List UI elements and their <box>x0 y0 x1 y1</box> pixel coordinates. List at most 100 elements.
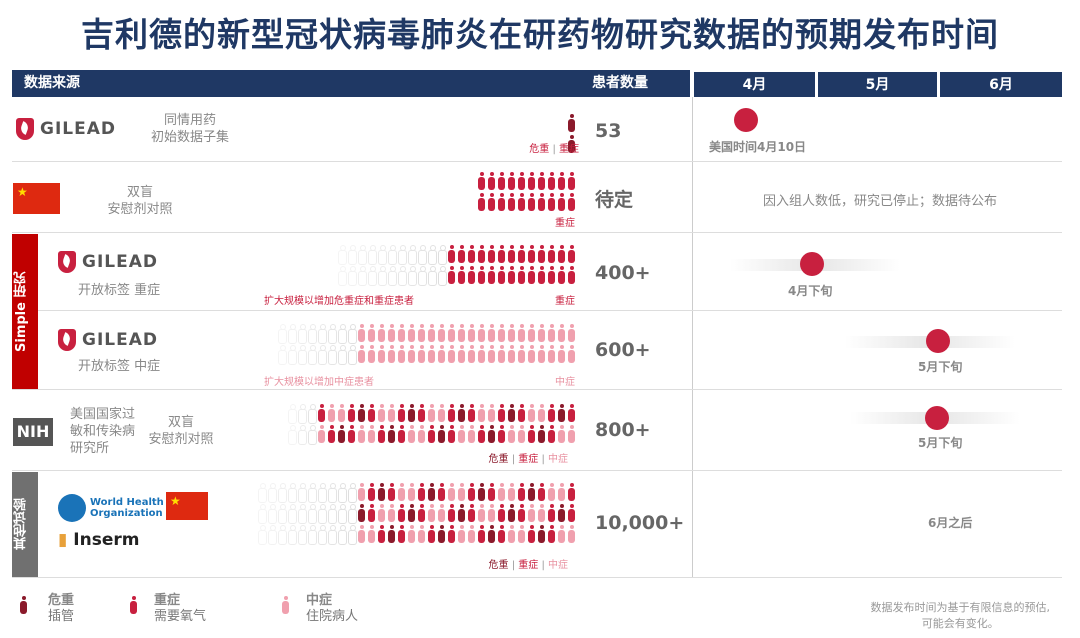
patient-icon <box>498 245 505 263</box>
legend-moderate: 中症 住院病人 <box>306 593 359 624</box>
patient-icon <box>278 504 287 524</box>
patient-icon <box>458 525 465 543</box>
patient-icon <box>418 525 425 543</box>
patient-icon <box>538 324 545 342</box>
patient-icon <box>568 324 575 342</box>
patient-icon <box>398 345 405 363</box>
patient-icon <box>538 504 545 522</box>
patient-icon <box>438 345 445 363</box>
patient-icon <box>378 266 387 286</box>
patient-icon <box>548 172 555 190</box>
patient-icon <box>518 425 525 443</box>
patient-icon <box>378 345 385 363</box>
patient-icon <box>278 483 287 503</box>
patient-icon <box>478 404 485 422</box>
patient-icon <box>428 404 435 422</box>
patient-icon <box>328 345 337 365</box>
org-name: 美国国家过 敏和传染病 研究所 <box>70 407 136 456</box>
timeline-label: 4月下旬 <box>788 284 833 298</box>
patient-icon <box>518 172 525 190</box>
row-description: 开放标签 中症 <box>78 359 161 374</box>
legend-severe-icon <box>130 596 137 614</box>
patient-icon <box>508 266 515 284</box>
patient-icon <box>548 324 555 342</box>
patient-icon <box>378 504 385 522</box>
patient-icon <box>548 245 555 263</box>
patient-icon <box>508 504 515 522</box>
patient-icon <box>488 345 495 363</box>
patient-icon <box>488 504 495 522</box>
patient-icon <box>548 425 555 443</box>
patient-icon <box>528 172 535 190</box>
patient-icon <box>458 324 465 342</box>
gilead-shield-icon <box>58 329 76 351</box>
patient-icon <box>508 245 515 263</box>
divider <box>12 389 1062 390</box>
patient-icon <box>468 245 475 263</box>
timeline-label: 5月下旬 <box>918 436 963 450</box>
patient-icon <box>438 266 447 286</box>
patient-icon <box>538 172 545 190</box>
patient-icon <box>528 345 535 363</box>
row-description: 开放标签 重症 <box>78 283 161 298</box>
patient-icon <box>368 525 375 543</box>
patient-icons <box>338 245 575 286</box>
gilead-shield-icon <box>58 251 76 273</box>
patient-icon <box>358 324 365 342</box>
patient-icon <box>428 324 435 342</box>
patient-icon <box>418 324 425 342</box>
patient-icon <box>258 504 267 524</box>
patient-icon <box>518 345 525 363</box>
patient-icon <box>358 266 367 286</box>
patient-icon <box>558 245 565 263</box>
patient-icon <box>348 345 357 365</box>
patient-icon <box>348 245 357 265</box>
divider <box>12 577 1062 578</box>
patient-icon <box>468 404 475 422</box>
patient-icon <box>338 266 347 286</box>
patient-icon <box>408 266 417 286</box>
patient-icon <box>558 172 565 190</box>
patient-icon <box>368 404 375 422</box>
timeline-dot <box>926 329 950 353</box>
patient-icon <box>528 324 535 342</box>
patient-icon <box>368 483 375 501</box>
patient-icon <box>558 345 565 363</box>
patient-icon <box>348 425 355 443</box>
patient-icon <box>428 245 437 265</box>
patient-icon <box>568 245 575 263</box>
patient-icon <box>308 345 317 365</box>
month-june: 6月 <box>940 72 1062 97</box>
patient-icon <box>398 324 405 342</box>
patient-icon <box>278 324 287 344</box>
patient-icon <box>488 324 495 342</box>
patient-icon <box>358 425 365 443</box>
patient-icon <box>478 245 485 263</box>
patient-icon <box>508 483 515 501</box>
divider <box>12 470 1062 471</box>
patient-icon <box>338 425 345 443</box>
patient-icon <box>478 425 485 443</box>
patient-icon <box>568 266 575 284</box>
patient-icon <box>498 172 505 190</box>
patient-icon <box>438 504 445 522</box>
patient-count: 待定 <box>595 189 634 211</box>
patient-icon <box>388 345 395 363</box>
legend-critical-icon <box>20 596 27 614</box>
patient-icon <box>528 425 535 443</box>
patient-icon <box>548 266 555 284</box>
patient-icon <box>518 504 525 522</box>
patient-icon <box>518 193 525 211</box>
patient-icon <box>298 425 307 445</box>
timeline-dot <box>925 406 949 430</box>
patient-icon <box>398 525 405 543</box>
patient-icon <box>318 525 327 545</box>
patient-icon <box>378 425 385 443</box>
patient-icon <box>528 525 535 543</box>
patient-icon <box>468 266 475 284</box>
patient-icon <box>328 425 335 443</box>
patient-icon <box>518 324 525 342</box>
gilead-logo: GILEAD <box>58 251 158 273</box>
patient-icon <box>418 404 425 422</box>
gilead-shield-icon <box>16 118 34 140</box>
